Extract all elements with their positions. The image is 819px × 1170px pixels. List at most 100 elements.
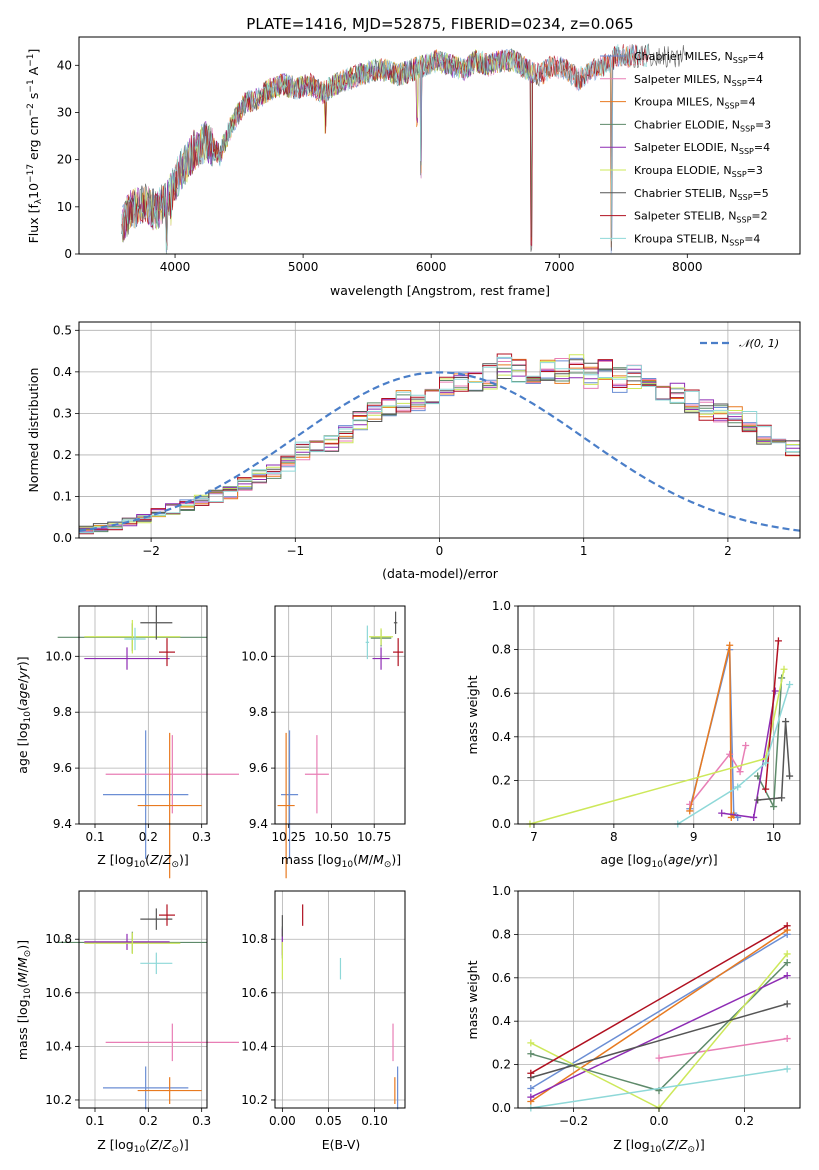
spectrum-series-line [122, 47, 534, 254]
massweight-vs-Z-point-marker [527, 1039, 535, 1047]
mass-vs-EBV-xtick-label: 0.10 [361, 1114, 388, 1128]
age-vs-mass-xtick-label: 10.50 [314, 830, 348, 844]
legend-label: Chabrier MILES, NSSP=4 [634, 50, 764, 65]
massweight-vs-age-ytick-label: 0.2 [492, 773, 511, 787]
figure-title: PLATE=1416, MJD=52875, FIBERID=0234, z=0… [246, 15, 633, 33]
spectrum-xtick-label: 8000 [672, 260, 703, 274]
age-vs-mass-ytick-label: 9.8 [249, 705, 268, 719]
age-vs-Z-ytick-label: 9.4 [53, 817, 72, 831]
mass-vs-EBV-ytick-label: 10.8 [241, 932, 268, 946]
age-vs-Z-xtick-label: 0.3 [192, 830, 211, 844]
legend-label: Kroupa ELODIE, NSSP=3 [634, 164, 763, 179]
mass-vs-Z-xtick-label: 0.2 [139, 1114, 158, 1128]
spectrum-ytick-label: 0 [64, 247, 72, 261]
mass-vs-Z-ylabel: mass [log10(M/M⊙)] [15, 940, 33, 1060]
massweight-vs-age-series-line [689, 745, 747, 805]
mass-vs-EBV-ytick-label: 10.4 [241, 1039, 268, 1053]
age-vs-Z-xtick-label: 0.2 [139, 830, 158, 844]
age-vs-mass-ytick-label: 9.6 [249, 761, 268, 775]
age-vs-mass-xtick-label: 10.25 [272, 830, 306, 844]
massweight-vs-Z-ytick-label: 0.4 [492, 1014, 511, 1028]
spectrum-xtick-label: 6000 [416, 260, 447, 274]
age-vs-Z-ytick-label: 10.0 [45, 649, 72, 663]
massweight-vs-Z-point-marker [783, 972, 791, 980]
massweight-vs-Z-point-marker [527, 1084, 535, 1092]
massweight-vs-Z-ytick-label: 0.8 [492, 927, 511, 941]
residuals-ytick-label: 0.1 [53, 489, 72, 503]
mass-vs-EBV-frame [274, 890, 406, 1109]
massweight-vs-Z-point-marker [655, 1054, 663, 1062]
massweight-vs-age-point-marker [734, 783, 742, 791]
legend-label: Chabrier ELODIE, NSSP=3 [634, 118, 771, 133]
residuals-ytick-label: 0.4 [53, 365, 72, 379]
massweight-vs-age-xlabel: age [log10(age/yr)] [600, 852, 717, 870]
residual-histogram [79, 358, 800, 531]
spectrum-xlabel: wavelength [Angstrom, rest frame] [330, 283, 550, 298]
massweight-vs-Z-point-marker [783, 1000, 791, 1008]
massweight-vs-age-point-marker [686, 807, 694, 815]
spectrum-legend: Chabrier MILES, NSSP=4 Salpeter MILES, NS… [600, 50, 771, 247]
residuals-ylabel: Normed distribution [26, 368, 41, 493]
massweight-vs-age-point-marker [754, 796, 762, 804]
spectrum-series-line [121, 44, 649, 253]
massweight-vs-age-point-marker [771, 687, 779, 695]
legend-label: Salpeter STELIB, NSSP=2 [634, 210, 768, 225]
massweight-vs-age-xtick-label: 9 [690, 830, 698, 844]
massweight-vs-Z-series-line [658, 1037, 788, 1059]
normal-curve [79, 371, 800, 532]
massweight-vs-Z-xtick-label: 0.2 [735, 1114, 754, 1128]
age-vs-mass-ytick-label: 10.0 [241, 649, 268, 663]
massweight-vs-age-point-marker [786, 680, 794, 688]
massweight-vs-age-point-marker [736, 768, 744, 776]
massweight-vs-age-point-marker [762, 785, 770, 793]
spectrum-ytick-label: 10 [57, 200, 72, 214]
mass-vs-EBV-panel: 0.00 0.05 0.10 10.2 10.4 10.6 10.8 E(B-V) [241, 890, 406, 1152]
mass-vs-Z-ytick-label: 10.2 [45, 1093, 72, 1107]
age-vs-Z-frame [78, 605, 208, 825]
residuals-panel: −2 −1 0 1 2 0.0 0.1 0.2 0.3 0.4 0.5 (data-model)/e… [26, 321, 801, 581]
residual-histogram [79, 359, 800, 527]
massweight-vs-Z-series-line [530, 925, 788, 1074]
massweight-vs-Z-point-marker [783, 922, 791, 930]
residuals-xlabel: (data-model)/error [382, 566, 499, 581]
age-vs-mass-xtick-label: 10.75 [357, 830, 391, 844]
mass-vs-Z-ytick-label: 10.4 [45, 1039, 72, 1053]
age-vs-mass-frame [274, 605, 406, 825]
age-vs-Z-ytick-label: 9.6 [53, 761, 72, 775]
age-vs-Z-panel: 0.1 0.2 0.3 9.4 9.6 9.8 10.0 Z [log10(Z/Z⊙)] a… [15, 605, 239, 879]
legend-label: Chabrier STELIB, NSSP=5 [634, 187, 769, 202]
residuals-ytick-label: 0.5 [53, 323, 72, 337]
residuals-xtick-label: −1 [286, 544, 304, 558]
massweight-vs-age-ytick-label: 0.0 [492, 817, 511, 831]
mass-vs-EBV-xlabel: E(B-V) [322, 1137, 361, 1152]
residuals-xtick-label: 2 [724, 544, 732, 558]
spectrum-ytick-label: 30 [57, 105, 72, 119]
massweight-vs-Z-series-line [530, 1003, 788, 1079]
massweight-vs-Z-point-marker [527, 1069, 535, 1077]
residuals-legend: 𝒩(0, 1) [700, 337, 779, 350]
massweight-vs-Z-point-marker [527, 1093, 535, 1101]
massweight-vs-Z-point-marker [783, 950, 791, 958]
mass-vs-Z-ytick-label: 10.8 [45, 932, 72, 946]
massweight-vs-age-point-marker [750, 813, 758, 821]
spectrum-frame [78, 36, 801, 255]
spectrum-xtick-label: 5000 [288, 260, 319, 274]
mass-vs-EBV-xtick-label: 0.05 [315, 1114, 342, 1128]
spectrum-series-line [122, 50, 534, 253]
legend-label: Salpeter MILES, NSSP=4 [634, 73, 763, 88]
massweight-vs-Z-point-marker [783, 959, 791, 967]
normal-legend-label: 𝒩(0, 1) [739, 337, 779, 350]
age-vs-mass-xlabel: mass [log10(M/M⊙)] [281, 852, 401, 870]
spectrum-ytick-label: 40 [57, 58, 72, 72]
mass-vs-EBV-xtick-label: 0.00 [269, 1114, 296, 1128]
mass-vs-Z-panel: 0.1 0.2 0.3 10.2 10.4 10.6 10.8 Z [log10(Z/Z⊙)… [15, 890, 239, 1155]
legend-label: Kroupa STELIB, NSSP=4 [634, 232, 760, 247]
massweight-vs-Z-series-line [530, 1068, 788, 1109]
spectrum-ylabel: Flux [fλ10−17 erg cm−2 s−1 A−1] [26, 49, 44, 244]
massweight-vs-Z-xlabel: Z [log10(Z/Z⊙)] [613, 1137, 705, 1155]
age-vs-Z-xtick-label: 0.1 [85, 830, 104, 844]
residuals-ytick-label: 0.3 [53, 406, 72, 420]
massweight-vs-age-point-marker [742, 742, 750, 750]
massweight-vs-age-xtick-label: 7 [530, 830, 538, 844]
residual-histogram [79, 356, 800, 534]
